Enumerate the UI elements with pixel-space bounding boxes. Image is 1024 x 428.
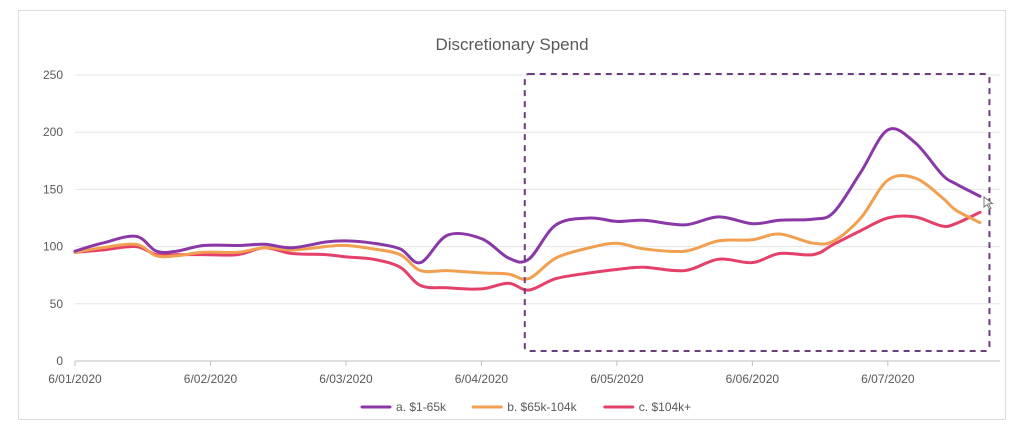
y-tick-label: 150 — [43, 182, 63, 196]
series-line — [73, 174, 982, 281]
highlight-box — [523, 73, 991, 352]
x-tick-label: 6/03/2020 — [319, 372, 373, 386]
x-tick-label: 6/04/2020 — [455, 372, 509, 386]
mouse-cursor-icon — [983, 196, 994, 210]
legend: a. $1-65k b. $65k-104k c. $104k+ — [360, 400, 691, 414]
x-tick-label: 6/06/2020 — [726, 372, 780, 386]
legend-label: b. $65k-104k — [507, 400, 577, 414]
y-tick-label: 0 — [56, 354, 63, 368]
x-tick-label: 6/07/2020 — [861, 372, 915, 386]
highlight-region — [523, 73, 991, 352]
chart-title: Discretionary Spend — [435, 35, 589, 54]
y-tick-label: 200 — [43, 125, 63, 139]
y-tick-label: 50 — [50, 297, 64, 311]
x-tick-label: 6/02/2020 — [184, 372, 238, 386]
legend-label: a. $1-65k — [396, 400, 447, 414]
legend-label: c. $104k+ — [639, 400, 691, 414]
chart-frame: Discretionary Spend — [18, 10, 1006, 420]
axes: 0 50 100 150 200 250 6/01/2020 6/02/2020 6/03/20… — [43, 68, 915, 386]
series-lines — [73, 127, 982, 292]
x-tick-label: 6/01/2020 — [48, 372, 102, 386]
y-tick-label: 250 — [43, 68, 63, 82]
series-line — [73, 127, 982, 265]
series-line — [73, 210, 982, 292]
y-tick-label: 100 — [43, 240, 63, 254]
x-tick-label: 6/05/2020 — [590, 372, 644, 386]
